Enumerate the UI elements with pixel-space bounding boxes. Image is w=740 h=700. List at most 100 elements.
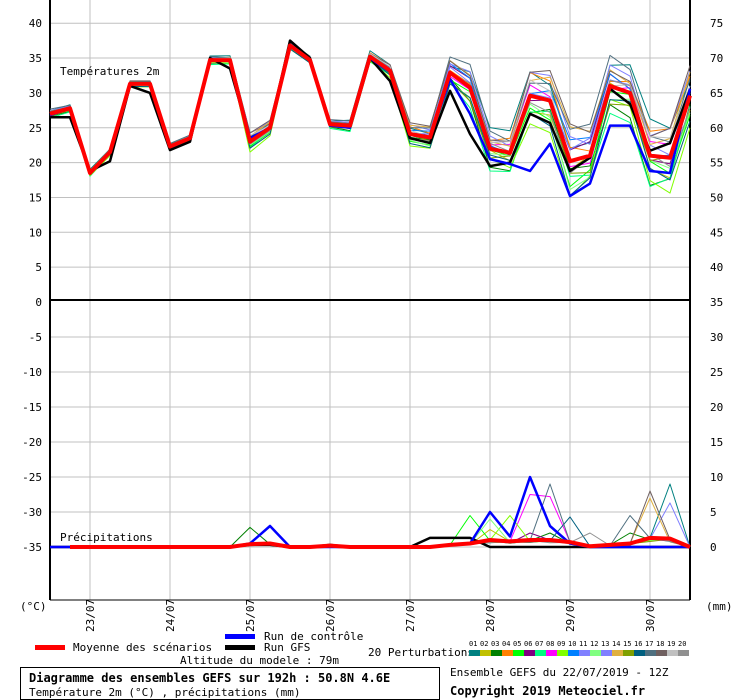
member-swatch [480, 650, 491, 656]
date-tick-label: 30/07 [644, 599, 657, 632]
member-swatch [601, 650, 612, 656]
member-swatch [513, 650, 524, 656]
title-box: Diagramme des ensembles GEFS sur 192h : … [20, 667, 440, 700]
member-number: 15 [623, 640, 632, 648]
right-tick-label: 75 [710, 17, 723, 30]
left-tick-label: 15 [29, 191, 42, 204]
member-number: 14 [612, 640, 621, 648]
member-swatch [678, 650, 689, 656]
member-swatch [535, 650, 546, 656]
right-tick-label: 55 [710, 157, 723, 170]
member-number: 13 [601, 640, 610, 648]
date-tick-label: 29/07 [564, 599, 577, 632]
gfs-swatch [225, 645, 255, 650]
member-swatch [656, 650, 667, 656]
member-number: 02 [480, 640, 489, 648]
left-tick-label: -35 [22, 541, 42, 554]
left-tick-label: -25 [22, 471, 42, 484]
legend-perturbations: 20 Perturbations [368, 646, 474, 659]
temperature-mean-line [49, 43, 692, 176]
member-swatch [491, 650, 502, 656]
member-swatch [667, 650, 678, 656]
right-tick-label: 40 [710, 261, 723, 274]
legend-gfs: Run GFS [264, 641, 311, 654]
diagram-title: Diagramme des ensembles GEFS sur 192h : … [29, 671, 391, 685]
date-tick-label: 24/07 [164, 599, 177, 632]
legend-mean: Moyenne des scénarios [73, 641, 213, 654]
left-tick-label: -20 [22, 436, 42, 449]
member-number: 06 [524, 640, 533, 648]
member-number: 07 [535, 640, 544, 648]
date-tick-label: 25/07 [244, 599, 257, 632]
member-swatch [590, 650, 601, 656]
date-tick-label: 27/07 [404, 599, 417, 632]
control-swatch [225, 634, 255, 639]
left-tick-label: 25 [29, 122, 42, 135]
member-swatch [524, 650, 535, 656]
right-tick-label: 50 [710, 191, 723, 204]
member-number: 09 [557, 640, 566, 648]
chart-area: 40353025201510507570656055504540-5-10-15… [20, 0, 733, 632]
member-number: 10 [568, 640, 577, 648]
diagram-subtitle: Température 2m (°C) , précipitations (mm… [29, 686, 301, 699]
right-tick-label: 10 [710, 471, 723, 484]
left-tick-label: 35 [29, 52, 42, 65]
right-tick-label: 15 [710, 436, 723, 449]
mean-swatch [35, 645, 65, 650]
member-number: 05 [513, 640, 522, 648]
member-swatch [557, 650, 568, 656]
member-swatch [546, 650, 557, 656]
member-number: 08 [546, 640, 555, 648]
left-tick-label: -5 [29, 331, 42, 344]
left-tick-label: -10 [22, 366, 42, 379]
member-number: 18 [656, 640, 665, 648]
left-tick-label: 40 [29, 17, 42, 30]
member-number: 16 [634, 640, 643, 648]
right-tick-label: 60 [710, 122, 723, 135]
left-tick-label: 20 [29, 157, 42, 170]
left-tick-label: 0 [35, 296, 42, 309]
temperature-panel-label: Températures 2m [60, 65, 160, 78]
right-tick-label: 0 [710, 541, 717, 554]
member-number: 17 [645, 640, 654, 648]
right-axis-unit: (mm) [706, 600, 733, 613]
member-number: 01 [469, 640, 478, 648]
precipitation-mean-line [70, 535, 691, 549]
run-info: Ensemble GEFS du 22/07/2019 - 12Z [450, 666, 669, 679]
left-tick-label: 5 [35, 261, 42, 274]
date-tick-label: 26/07 [324, 599, 337, 632]
copyright: Copyright 2019 Meteociel.fr [450, 684, 646, 698]
member-number: 04 [502, 640, 511, 648]
member-swatch [645, 650, 656, 656]
legend-control: Run de contrôle [264, 630, 364, 643]
date-tick-label: 28/07 [484, 599, 497, 632]
right-tick-label: 45 [710, 226, 723, 239]
date-tick-label: 23/07 [84, 599, 97, 632]
left-tick-label: -30 [22, 506, 42, 519]
member-number: 19 [667, 640, 676, 648]
left-tick-label: -15 [22, 401, 42, 414]
member-swatch [469, 650, 480, 656]
member-number: 20 [678, 640, 687, 648]
member-swatch [634, 650, 645, 656]
left-tick-label: 10 [29, 226, 42, 239]
precipitation-panel-label: Précipitations [60, 531, 153, 544]
left-axis-unit: (°C) [20, 600, 47, 613]
member-swatch [568, 650, 579, 656]
altitude-label: Altitude du modele : 79m [180, 654, 339, 667]
right-tick-label: 5 [710, 506, 717, 519]
right-tick-label: 35 [710, 296, 723, 309]
right-tick-label: 25 [710, 366, 723, 379]
right-tick-label: 70 [710, 52, 723, 65]
member-number: 11 [579, 640, 588, 648]
member-swatch [623, 650, 634, 656]
member-swatch [579, 650, 590, 656]
member-number: 03 [491, 640, 500, 648]
right-tick-label: 30 [710, 331, 723, 344]
member-swatch [502, 650, 513, 656]
left-tick-label: 30 [29, 87, 42, 100]
member-swatch [612, 650, 623, 656]
right-tick-label: 65 [710, 87, 723, 100]
right-tick-label: 20 [710, 401, 723, 414]
